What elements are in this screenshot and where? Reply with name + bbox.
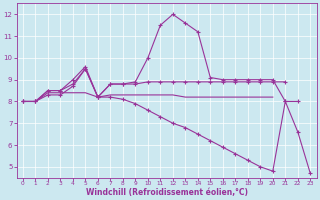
- X-axis label: Windchill (Refroidissement éolien,°C): Windchill (Refroidissement éolien,°C): [85, 188, 248, 197]
